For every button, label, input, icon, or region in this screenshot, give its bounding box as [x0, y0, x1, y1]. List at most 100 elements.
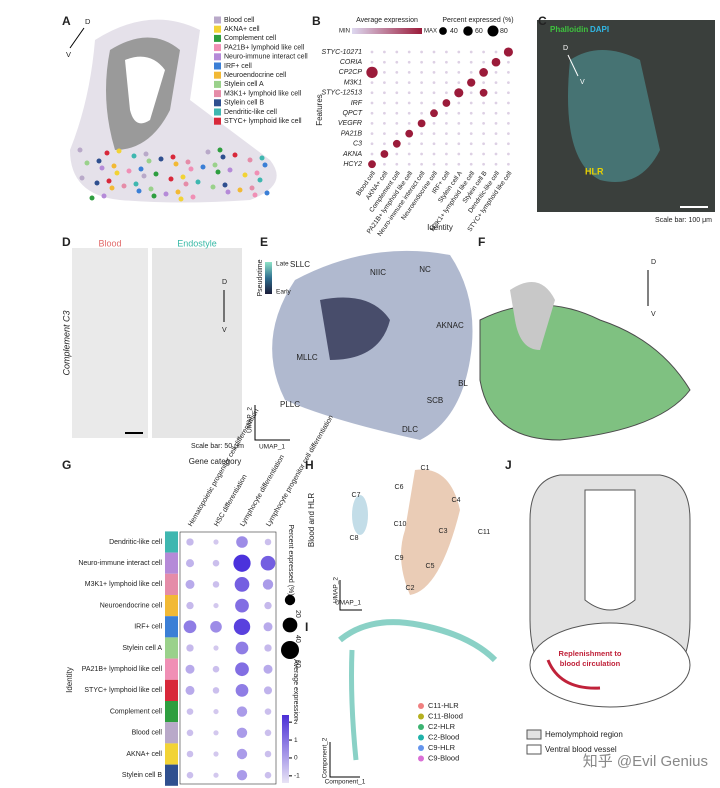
legend-swatch: [214, 90, 221, 98]
cell-dot: [227, 167, 233, 173]
cluster-label: MLLC: [296, 353, 318, 362]
cell-dot: [173, 161, 179, 167]
dot: [494, 50, 498, 54]
size-key-label: 80: [500, 28, 508, 35]
identity-label: Stylein cell B: [122, 772, 162, 779]
cell-dot: [111, 163, 117, 169]
dot: [395, 60, 399, 64]
panel-label: A: [62, 14, 71, 28]
plot-frame: [179, 531, 277, 785]
color-tick-label: 0: [294, 755, 298, 762]
size-key-label: 60: [475, 28, 483, 35]
dot: [407, 101, 411, 105]
dot: [445, 91, 448, 95]
size-key-label: 40: [450, 28, 458, 35]
legend-dot: [418, 734, 424, 741]
cluster-label: C6: [395, 484, 404, 491]
identity-strip: [165, 573, 178, 595]
cell-dot: [195, 179, 201, 185]
label: UMAP_2: [247, 407, 254, 433]
label: Features: [315, 94, 324, 126]
dot: [368, 160, 376, 169]
feature-label: STYC-10271: [322, 49, 363, 56]
dot: [186, 601, 194, 610]
identity-strip: [165, 679, 178, 701]
cell-dot: [232, 152, 238, 158]
size-key-label: 40: [294, 635, 301, 643]
size-key-label: 60: [294, 660, 301, 668]
legend-label: M3K1+ lymphoid like cell: [224, 90, 302, 97]
orientation-arrow: [567, 54, 579, 77]
feature-label: AKNA: [342, 151, 362, 158]
cell-dot: [220, 154, 226, 160]
dot: [469, 50, 473, 54]
legend-label: Complement cell: [224, 35, 277, 42]
dot: [469, 91, 473, 95]
dot: [213, 772, 219, 778]
umap-axes: [339, 580, 362, 611]
dot: [264, 771, 272, 779]
dot: [370, 142, 374, 146]
cell-dot: [237, 187, 243, 193]
dot: [186, 729, 194, 737]
cell-dot: [148, 186, 154, 192]
legend-swatch: [214, 25, 221, 33]
dot: [445, 132, 448, 135]
dot: [407, 81, 411, 84]
dot: [469, 122, 473, 125]
legend-label: Dendritic-like cell: [224, 109, 277, 116]
panel-label: H: [305, 458, 314, 472]
dot: [457, 122, 461, 125]
dot: [235, 662, 249, 677]
dot: [263, 686, 273, 695]
dot: [383, 91, 386, 95]
cell-dot: [212, 162, 218, 168]
identity-strip: [165, 595, 178, 617]
size-key: [282, 617, 298, 633]
legend-label: C9-Blood: [428, 753, 459, 762]
dot: [395, 71, 399, 74]
dot: [383, 111, 386, 115]
label: UMAP_2: [333, 577, 340, 603]
cell-dot: [257, 177, 263, 183]
dot: [445, 122, 448, 125]
dot: [469, 60, 473, 64]
dot: [457, 111, 461, 115]
cell-dot: [126, 168, 132, 174]
identity-label: Blood cell: [132, 730, 163, 737]
cell-dot: [183, 181, 189, 187]
legend-swatch: [214, 108, 221, 116]
dot: [432, 152, 436, 156]
dot: [264, 729, 272, 737]
dot: [383, 101, 386, 105]
dot: [432, 132, 436, 135]
cell-dot: [136, 188, 142, 194]
orientation-arrow: [69, 27, 85, 49]
cluster-label: PLLC: [280, 400, 300, 409]
dot: [494, 91, 498, 95]
dot: [370, 111, 374, 115]
cell-dot: [249, 185, 255, 191]
dot: [380, 150, 389, 158]
cell-dot: [109, 185, 115, 191]
dot: [507, 122, 510, 125]
dot: [482, 142, 485, 146]
feature-label: STYC-12513: [322, 90, 363, 97]
dot: [213, 645, 219, 651]
legend-label: C2-Blood: [428, 732, 459, 741]
dot: [233, 554, 251, 572]
legend-swatch: [214, 34, 221, 42]
cell-dot: [262, 162, 268, 168]
cell-dot: [143, 151, 149, 157]
panel-label: G: [62, 458, 71, 472]
size-key: [463, 26, 473, 36]
identity-label: IRF+ cell: [134, 624, 162, 631]
panel-label: I: [305, 620, 308, 634]
dot: [186, 750, 194, 758]
dot: [445, 60, 448, 64]
watermark: 知乎 @Evil Genius: [583, 753, 708, 770]
umap-axes: [254, 405, 290, 441]
pseudotime-bar: [265, 262, 272, 294]
dot: [185, 559, 195, 568]
dot: [445, 162, 448, 166]
